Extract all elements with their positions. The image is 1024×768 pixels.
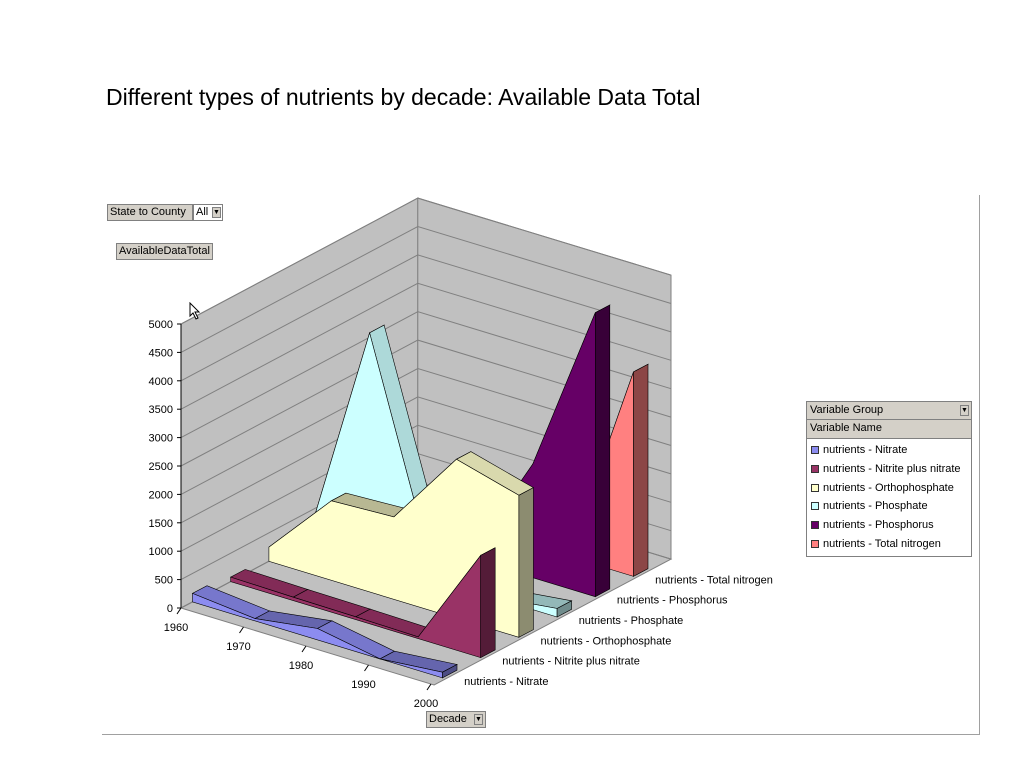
legend-label: nutrients - Phosphorus <box>823 519 934 532</box>
gridline <box>180 225 672 353</box>
x-tick <box>239 626 244 634</box>
x-tick <box>176 607 182 615</box>
y-tick-label: 1500 <box>149 518 173 530</box>
y-tick-label: 0 <box>167 603 173 615</box>
series-area <box>229 547 496 659</box>
y-tick-label: 2500 <box>149 461 173 473</box>
filter-value-label: All <box>196 206 209 218</box>
legend-item: nutrients - Orthophosphate <box>807 478 971 497</box>
series-end-face <box>594 304 611 598</box>
page-title: Different types of nutrients by decade: … <box>106 84 701 110</box>
cursor-arrow-icon <box>189 302 201 320</box>
y-tick-label: 2000 <box>149 489 173 501</box>
x-tick-label: 1990 <box>351 679 375 691</box>
legend-item: nutrients - Phosphorus <box>807 516 971 535</box>
series-end-face <box>518 487 534 638</box>
series-area <box>191 585 458 679</box>
legend-swatch <box>811 465 819 474</box>
x-tick-label: 1970 <box>226 641 250 653</box>
series-axis-label: nutrients - Total nitrogen <box>655 574 773 586</box>
series-axis-label: nutrients - Nitrite plus nitrate <box>502 656 640 668</box>
y-tick-label: 3000 <box>149 433 173 445</box>
legend: Variable Group ▼ Variable Name nutrients… <box>806 401 972 558</box>
series-axis-label: nutrients - Orthophosphate <box>541 635 672 647</box>
series-end-face <box>480 547 496 659</box>
series-axis-label: nutrients - Phosphate <box>579 615 684 627</box>
filter-field-button[interactable]: State to County <box>107 204 193 221</box>
y-tick-label: 1000 <box>149 546 173 558</box>
series-end-face <box>633 363 649 577</box>
legend-swatch <box>811 483 819 492</box>
y-tick-label: 5000 <box>149 319 173 331</box>
series-axis-label: nutrients - Nitrate <box>464 676 548 688</box>
legend-swatch <box>811 502 819 511</box>
series-group-field-button[interactable]: Variable Group ▼ <box>806 401 972 420</box>
legend-item: nutrients - Nitrite plus nitrate <box>807 460 971 479</box>
legend-swatch <box>811 539 819 548</box>
legend-item: nutrients - Total nitrogen <box>807 534 971 553</box>
gridline <box>180 197 672 325</box>
x-tick <box>364 664 369 672</box>
legend-label: nutrients - Phosphate <box>823 500 928 513</box>
series-end-face <box>442 664 458 679</box>
legend-swatch <box>811 446 819 455</box>
chevron-down-icon[interactable]: ▼ <box>212 207 221 218</box>
category-field-button[interactable]: Decade <box>426 711 486 728</box>
y-tick-label: 3500 <box>149 404 173 416</box>
chart-area <box>102 195 980 735</box>
chevron-down-icon[interactable]: ▼ <box>960 405 969 416</box>
x-tick-label: 2000 <box>414 698 438 710</box>
y-tick-label: 4500 <box>149 347 173 359</box>
y-tick-label: 4000 <box>149 376 173 388</box>
legend-label: nutrients - Orthophosphate <box>823 481 954 494</box>
series-name-field-button[interactable]: Variable Name <box>806 420 972 439</box>
chevron-down-icon[interactable]: ▼ <box>474 714 483 725</box>
x-tick-label: 1980 <box>289 660 313 672</box>
legend-label: nutrients - Total nitrogen <box>823 537 941 550</box>
legend-list: nutrients - Nitrate nutrients - Nitrite p… <box>806 439 972 558</box>
x-tick-label: 1960 <box>164 622 188 634</box>
series-front-face <box>230 554 482 659</box>
legend-swatch <box>811 521 819 530</box>
series-front-face <box>192 592 443 679</box>
series-group-label: Variable Group <box>810 404 884 416</box>
legend-item: nutrients - Phosphate <box>807 497 971 516</box>
x-tick <box>301 645 307 653</box>
legend-label: nutrients - Nitrite plus nitrate <box>823 463 961 476</box>
y-tick-label: 500 <box>155 575 173 587</box>
x-tick <box>426 683 432 691</box>
series-end-face <box>556 600 572 618</box>
category-field-label: Decade <box>429 713 467 725</box>
gridline <box>180 254 672 382</box>
legend-item: nutrients - Nitrate <box>807 441 971 460</box>
series-axis-label: nutrients - Phosphorus <box>617 595 728 607</box>
legend-label: nutrients - Nitrate <box>823 444 908 457</box>
data-field-button[interactable]: AvailableDataTotal <box>116 243 213 260</box>
